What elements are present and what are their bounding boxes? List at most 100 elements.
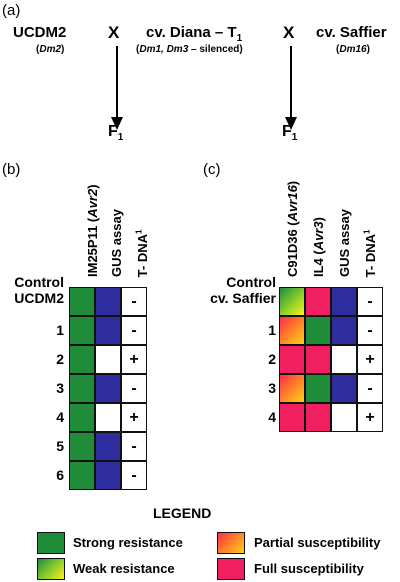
parent-ucdm2-gene: (Dm2) [36,44,65,55]
panel_b-row-label: 3 [56,380,64,396]
arrow-right-head [285,117,297,130]
panel-b-col-tdna: T- DNA1 [135,230,150,278]
panel_c-cell-partial [279,374,305,403]
panel_c-row-label: 3 [268,380,276,396]
panel_c-cell-weak [279,287,305,316]
panel_c-tdna-sign: - [357,287,383,316]
panel_c-cell-white [331,345,357,374]
panel_c-tdna-sign: + [357,403,383,432]
panel_c-row-label: 2 [268,351,276,367]
panel_c-row-label-control-line: cv. Saffier [210,290,276,306]
panel_c-tdna-sign: + [357,345,383,374]
panel_b-row-label: 4 [56,409,64,425]
legend-swatch-weak-resistance [37,558,65,580]
panel-b-label: (b) [2,161,21,178]
parent-ucdm2-gene-text: Dm2 [39,44,62,55]
panel_b-row-label: 6 [56,467,64,483]
panel_c-tdna-sign: - [357,316,383,345]
f1-right: F1 [282,123,297,143]
panel-c-col-tdna: T- DNA1 [363,230,378,278]
parent-saffier-gene-text: Dm16 [339,44,367,55]
panel_c-cell-blue [331,316,357,345]
panel_b-tdna-sign: - [121,461,147,490]
panel_b-tdna-sign: - [121,374,147,403]
panel_c-cell-red [279,345,305,374]
parent-diana-subscript: 1 [236,33,243,44]
panel_c-row-label-control: Control [226,274,276,290]
cross-symbol-left: X [108,23,120,42]
panel-b-col-avr2: IM25P11 (Avr2) [85,184,100,277]
legend-swatch-partial-susceptibility [217,532,245,554]
panel_b-tdna-sign: - [121,316,147,345]
cross-symbol-right: X [283,23,295,42]
panel-c-col-avr3: IL4 (Avr3) [311,216,326,277]
panel_c-cell-blue [331,374,357,403]
panel_b-cell-blue [95,461,121,490]
panel_b-tdna-sign: + [121,345,147,374]
panel_c-cell-red [279,403,305,432]
panel_b-cell-green [69,374,95,403]
legend-swatch-strong-resistance [37,532,65,554]
panel_b-cell-blue [95,316,121,345]
panel-c-col-gus-text: GUS assay [337,209,352,277]
parent-diana-genes-rest: – silenced [191,44,240,55]
parent-ucdm2: UCDM2 [13,24,67,41]
cross-arrows [111,46,297,130]
legend-text-partial-susceptibility: Partial susceptibility [254,535,381,550]
legend-swatch-full-susceptibility [217,558,245,580]
panel-c-label: (c) [203,161,221,178]
panel_c-cell-green [305,316,331,345]
panel_b-cell-green [69,316,95,345]
panel-c-col-avr16-italic: Avr16 [285,185,300,222]
panel-b-col-avr2-main: IM25P11 [85,222,100,277]
panel-c-col-tdna-text: T- DNA [363,233,378,278]
panel_b-cell-green [69,287,95,316]
parent-diana-name: cv. Diana – T [146,24,237,41]
parent-saffier: cv. Saffier [316,24,387,41]
panel_c-cell-red [305,287,331,316]
panel_c-cell-partial [279,316,305,345]
arrow-left-head [111,117,123,130]
panel_b-tdna-sign: - [121,432,147,461]
panel_b-cell-white [95,345,121,374]
panel-b-col-avr2-italic: Avr2 [85,188,100,218]
panel_c-cell-green [305,374,331,403]
panel-b-col-gus: GUS assay [109,209,124,277]
panel_b-cell-white [95,403,121,432]
f1-left-text: F [108,123,118,140]
legend-text-strong-resistance: Strong resistance [73,535,183,550]
f1-left-sub: 1 [117,132,124,144]
panel_b-cell-green [69,432,95,461]
panel-b-col-gus-text: GUS assay [109,209,124,277]
panel-c-col-gus: GUS assay [337,209,352,277]
legend-title: LEGEND [153,505,212,521]
panel_c-row-label: 1 [268,322,276,338]
parent-diana: cv. Diana – T1 [146,24,242,44]
panel-a-label: (a) [2,2,21,19]
panel_c-tdna-sign: - [357,374,383,403]
panel_c-cell-red [305,403,331,432]
legend-text-weak-resistance: Weak resistance [73,561,175,576]
panel-c-col-avr16-main: C91D36 [285,225,300,277]
panel_b-row-label: 5 [56,438,64,454]
panel-c-col-avr16: C91D36 (Avr16) [285,180,300,277]
panel_c-cell-blue [331,287,357,316]
panel_b-cell-green [69,345,95,374]
panel-c-col-avr3-main: IL4 [311,254,326,277]
panel-c-col-tdna-sup: 1 [362,229,372,234]
panel_b-cell-green [69,461,95,490]
parent-saffier-gene: (Dm16) [336,44,370,55]
panel_b-cell-blue [95,432,121,461]
parent-diana-genes-italic: Dm1, Dm3 [139,44,189,55]
panel-c-col-avr3-italic: Avr3 [311,221,326,251]
panel-b-col-tdna-sup: 1 [134,229,144,234]
panel_b-row-label: 1 [56,322,64,338]
legend-text-full-susceptibility: Full susceptibility [254,561,364,576]
f1-right-sub: 1 [291,132,298,144]
panel_c-cell-red [305,345,331,374]
parent-diana-genes: (Dm1, Dm3 – silenced) [136,44,243,55]
panel_b-cell-green [69,403,95,432]
f1-right-text: F [282,123,292,140]
panel-b-col-tdna-text: T- DNA [135,233,150,278]
panel_b-row-label-control: Control [14,274,64,290]
